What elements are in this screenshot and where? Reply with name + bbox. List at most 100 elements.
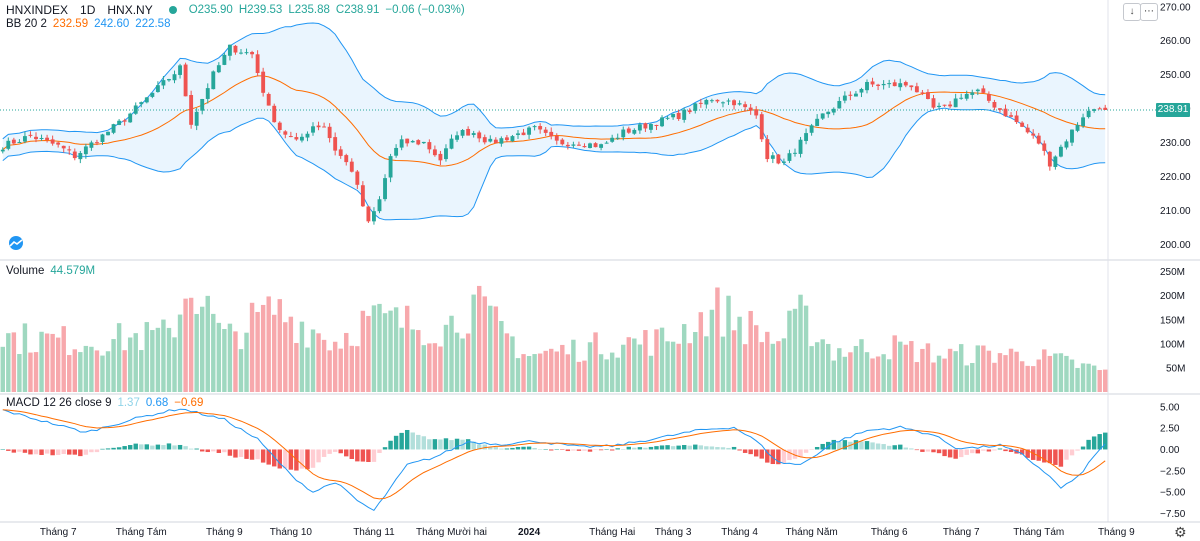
macd-legend[interactable]: MACD 12 26 close 9 1.37 0.68 −0.69: [6, 397, 203, 409]
volume-bar: [632, 338, 637, 392]
macd-histogram-bar: [33, 449, 39, 455]
volume-bar: [416, 330, 421, 392]
volume-bar: [260, 304, 266, 392]
volume-bar: [266, 296, 271, 392]
candle-body: [610, 137, 615, 142]
macd-histogram-bar: [936, 449, 942, 454]
volume-bar: [72, 349, 78, 392]
volume-bar: [582, 360, 587, 392]
candle-body: [394, 147, 399, 156]
macd-histogram-bar: [194, 448, 199, 450]
candle-body: [549, 131, 554, 137]
macd-histogram-bar: [493, 447, 499, 450]
candle-body: [410, 141, 415, 143]
candle-body: [471, 133, 476, 135]
volume-bar: [382, 313, 388, 392]
interval-label[interactable]: 1D: [80, 3, 96, 17]
candle-body: [759, 114, 764, 140]
volume-bar: [870, 358, 875, 392]
candle-body: [1053, 156, 1058, 167]
volume-bar: [183, 298, 188, 392]
macd-histogram-bar: [593, 449, 598, 451]
time-tick-label: Tháng 9: [206, 527, 243, 538]
settings-gear-icon[interactable]: ⚙: [1174, 524, 1187, 540]
volume-bar: [133, 333, 138, 392]
macd-histogram-bar: [803, 449, 809, 453]
time-tick-label: Tháng 6: [871, 527, 908, 538]
volume-bar: [659, 327, 665, 392]
time-tick-label: Tháng 10: [270, 527, 313, 538]
macd-histogram-bar: [681, 445, 687, 450]
volume-bar: [255, 311, 260, 392]
volume-bar: [975, 345, 981, 392]
macd-histogram-bar: [310, 449, 316, 468]
volume-legend[interactable]: Volume 44.579M: [6, 265, 95, 277]
candle-body: [781, 161, 786, 163]
macd-histogram-bar: [875, 443, 881, 450]
macd-histogram-bar: [332, 449, 338, 452]
macd-histogram-bar: [28, 449, 33, 455]
macd-histogram-bar: [621, 449, 626, 450]
candle-body: [527, 127, 532, 135]
macd-histogram-bar: [958, 449, 964, 458]
volume-bar: [55, 337, 61, 392]
volume-bar: [1014, 351, 1019, 392]
macd-histogram-bar: [39, 449, 44, 455]
volume-bar: [787, 310, 792, 392]
tradingview-logo-icon[interactable]: [6, 236, 26, 250]
candle-body: [914, 86, 919, 93]
macd-histogram-bar: [67, 449, 72, 455]
candle-body: [970, 92, 975, 95]
volume-bar: [864, 352, 870, 392]
macd-histogram-bar: [903, 447, 909, 450]
candle-body: [493, 139, 498, 143]
macd-histogram-bar: [299, 449, 305, 469]
macd-histogram-bar: [50, 449, 55, 456]
macd-histogram-bar: [554, 449, 559, 450]
candle-body: [466, 128, 471, 136]
scroll-down-button[interactable]: ↓: [1123, 3, 1141, 21]
macd-histogram-bar: [698, 445, 704, 450]
candle-body: [0, 149, 5, 152]
candle-body: [194, 111, 199, 126]
volume-bar: [482, 296, 487, 392]
symbol-name[interactable]: HNXINDEX: [6, 3, 69, 17]
macd-histogram-bar: [504, 448, 510, 450]
macd-histogram-bar: [222, 449, 227, 453]
volume-bar: [233, 331, 238, 392]
macd-histogram-bar: [665, 445, 670, 450]
volume-bar: [753, 325, 759, 392]
volume-bar: [770, 343, 776, 392]
volume-bar: [1003, 355, 1008, 392]
macd-histogram-bar: [465, 439, 471, 450]
volume-bar: [1053, 353, 1058, 392]
volume-bar: [809, 346, 814, 392]
price-tick-label: 220.00: [1160, 172, 1191, 183]
time-tick-label: Tháng Năm: [785, 527, 837, 538]
bb-legend[interactable]: BB 20 2 232.59 242.60 222.58: [6, 18, 170, 30]
candle-body: [1025, 127, 1030, 133]
candle-body: [427, 142, 432, 150]
bb-basis-value: 232.59: [52, 18, 89, 30]
candle-body: [660, 117, 664, 127]
volume-bar: [665, 341, 670, 392]
candles: [0, 44, 1108, 225]
candle-body: [992, 101, 997, 108]
macd-histogram-bar: [953, 449, 958, 459]
volume-bar: [604, 359, 609, 392]
volume-bar: [842, 356, 848, 392]
candle-body: [881, 83, 886, 86]
candle-body: [372, 211, 376, 222]
volume-bar: [116, 323, 122, 392]
candle-body: [6, 140, 11, 149]
candle-body: [787, 153, 792, 161]
candle-body: [853, 93, 858, 97]
macd-histogram-bar: [116, 447, 122, 450]
volume-bar: [1103, 369, 1108, 392]
volume-bar: [621, 344, 626, 392]
volume-bar: [488, 305, 493, 392]
volume-bar: [981, 345, 986, 392]
more-menu-button[interactable]: ⋯: [1140, 3, 1158, 21]
volume-bar: [1047, 355, 1053, 392]
